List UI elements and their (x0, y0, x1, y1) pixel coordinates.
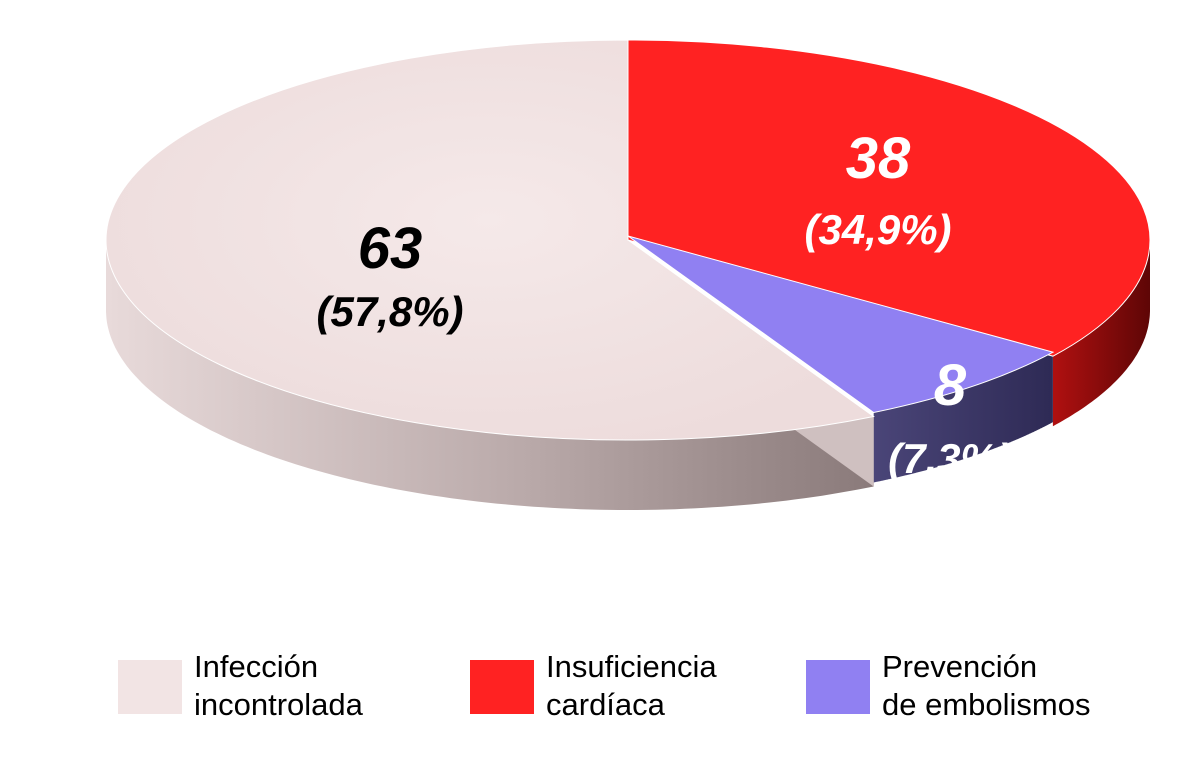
legend-label-line2: de embolismos (882, 687, 1091, 722)
data-label-value-prevencion: 8 (934, 353, 967, 418)
legend-label-prevencion: Prevención de embolismos (882, 648, 1090, 724)
pie-chart: 63 (57,8%) 38 (34,9%) 8 (7,3%) (105, 39, 1151, 511)
pie-slice-infeccion (105, 39, 875, 441)
legend-label-line1: Infección (194, 649, 319, 684)
legend-label-line1: Insuficiencia (546, 649, 717, 684)
pie-side-prevencion (873, 352, 1053, 483)
pie-slice-prevencion (627, 235, 1055, 414)
pie-slice-insuficiencia (627, 39, 1151, 357)
data-label-pct-prevencion: (7,3%) (888, 435, 1012, 482)
legend-label-infeccion: Infección incontrolada (194, 648, 363, 724)
data-label-pct-infeccion: (57,8%) (316, 288, 463, 335)
legend-item-infeccion: Infección incontrolada (118, 648, 363, 724)
legend-label-insuficiencia: Insuficiencia cardíaca (546, 648, 717, 724)
data-label-pct-insuficiencia: (34,9%) (804, 206, 951, 253)
legend-label-line2: cardíaca (546, 687, 665, 722)
legend-swatch-insuficiencia (470, 660, 534, 714)
pie-side-infeccion (106, 241, 874, 511)
data-label-value-insuficiencia: 38 (846, 126, 911, 191)
legend-item-prevencion: Prevención de embolismos (806, 648, 1090, 724)
pie-tops (105, 39, 1151, 441)
legend-swatch-prevencion (806, 660, 870, 714)
pie-labels: 63 (57,8%) 38 (34,9%) 8 (7,3%) (316, 126, 1011, 482)
legend-swatch-infeccion (118, 660, 182, 714)
legend-label-line2: incontrolada (194, 687, 363, 722)
data-label-value-infeccion: 63 (358, 216, 423, 281)
legend-item-insuficiencia: Insuficiencia cardíaca (470, 648, 717, 724)
legend-label-line1: Prevención (882, 649, 1038, 684)
legend: Infección incontrolada Insuficiencia car… (0, 648, 1189, 748)
pie-side-insuficiencia (1052, 241, 1150, 427)
